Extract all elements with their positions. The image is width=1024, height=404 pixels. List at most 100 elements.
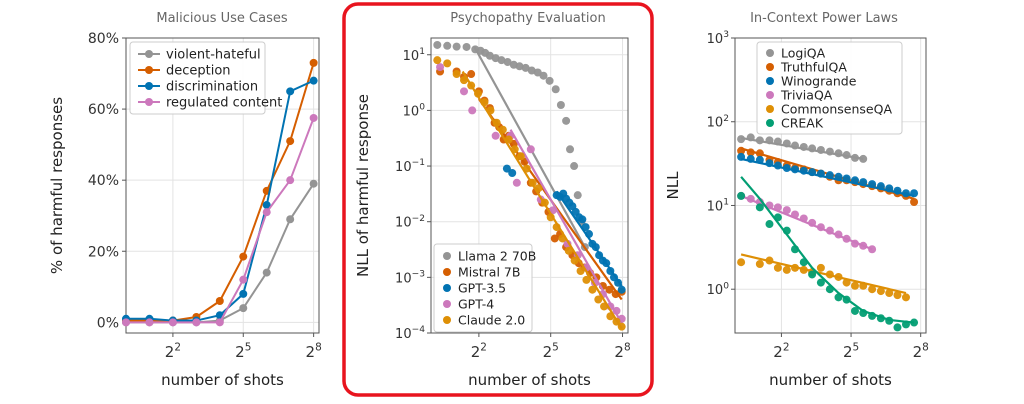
data-point [564, 246, 573, 255]
data-point [556, 101, 565, 110]
series-gpt-3-5 [502, 164, 626, 294]
y-tick-label: 103 [707, 30, 730, 47]
legend-marker [766, 77, 774, 85]
legend-marker [443, 316, 451, 324]
data-point [497, 56, 506, 65]
data-point [521, 63, 530, 72]
data-point [566, 145, 575, 154]
data-point [550, 234, 559, 243]
data-point [782, 206, 791, 215]
highlight-frame [342, 2, 654, 397]
data-point [816, 263, 825, 272]
legend-box [129, 41, 266, 115]
legend-label: GPT-3.5 [458, 281, 506, 296]
data-point [286, 137, 295, 146]
legend-label: Llama 2 70B [458, 249, 536, 264]
data-point [573, 191, 582, 200]
series-line [126, 117, 315, 324]
legend-marker [766, 49, 774, 57]
legend: violent-hatefuldeceptiondiscriminationre… [129, 41, 282, 115]
series-line [126, 79, 315, 322]
y-axis-label: NLL [664, 171, 682, 200]
y-tick-label: 10−4 [395, 325, 425, 342]
y-tick-label: 60% [88, 102, 119, 118]
legend-marker [443, 300, 451, 308]
legend-label: TruthfulQA [780, 60, 847, 75]
legend-marker [766, 91, 774, 99]
data-point [562, 116, 571, 125]
x-tick-label: 28 [306, 341, 322, 361]
y-tick-label: 10−1 [395, 158, 425, 175]
x-axis-label: number of shots [468, 371, 591, 389]
data-point [286, 176, 295, 185]
legend-marker [766, 119, 774, 127]
fit-line [461, 70, 623, 330]
data-point [443, 41, 452, 50]
data-point [737, 258, 746, 267]
fit-line [740, 136, 864, 160]
data-point [808, 270, 817, 279]
series-winogrande [737, 152, 919, 198]
data-point [239, 304, 248, 313]
data-point [215, 297, 224, 306]
data-point [262, 201, 271, 210]
data-point [782, 265, 791, 274]
data-point [512, 178, 521, 187]
data-point [215, 318, 224, 327]
y-tick-label: 80% [88, 31, 119, 47]
legend-box [756, 41, 903, 135]
chart-title: In-Context Power Laws [750, 11, 898, 26]
data-point [462, 42, 471, 51]
data-point [145, 318, 154, 327]
x-tick-label: 22 [773, 341, 789, 361]
data-point [516, 152, 525, 161]
series-commonsenseqa [737, 253, 910, 302]
data-point [737, 191, 746, 200]
data-point [545, 76, 554, 85]
legend-label: CREAK [781, 116, 824, 131]
data-point [309, 76, 318, 85]
chart-1: Malicious Use Cases 22 25 28 0% 20% 40% 60% 80% n… [48, 11, 322, 389]
x-axis-label: number of shots [769, 371, 892, 389]
x-axis-label: number of shots [161, 371, 284, 389]
legend-marker [145, 66, 153, 74]
legend-marker [766, 63, 774, 71]
data-point [508, 169, 517, 178]
data-point [588, 285, 597, 294]
legend-marker [766, 105, 774, 113]
data-point [452, 42, 461, 51]
plot-area [125, 37, 320, 334]
fit-line [555, 190, 623, 287]
data-point [893, 291, 902, 300]
legend-label: GPT-4 [458, 297, 494, 312]
data-point [491, 131, 500, 140]
legend-label: Winogrande [781, 74, 857, 89]
x-tick-label: 22 [165, 341, 181, 361]
data-point [515, 62, 524, 71]
legend-label: deception [166, 64, 231, 79]
data-point [539, 71, 548, 80]
data-point [168, 318, 177, 327]
data-point [436, 63, 445, 72]
legend-label: LogiQA [781, 46, 826, 61]
data-point [576, 267, 585, 276]
data-point [755, 260, 764, 269]
data-point [737, 135, 746, 144]
data-point [526, 145, 535, 154]
x-tick-label: 25 [235, 341, 251, 361]
y-tick-label: 101 [403, 47, 425, 64]
data-point [582, 275, 591, 284]
legend-label: discrimination [166, 80, 258, 95]
data-point [309, 113, 318, 122]
y-tick-label: 10−3 [395, 270, 425, 287]
data-point [868, 285, 877, 294]
data-point [467, 70, 476, 79]
chart-3: In-Context Power Laws 22 25 28 103 102 101 100 n… [664, 11, 929, 389]
legend-label: violent-hateful [166, 48, 261, 63]
chart-title: Malicious Use Cases [156, 11, 287, 26]
data-point [239, 252, 248, 261]
y-tick-label: 102 [707, 114, 729, 131]
data-point [570, 162, 579, 171]
data-point [286, 87, 295, 96]
